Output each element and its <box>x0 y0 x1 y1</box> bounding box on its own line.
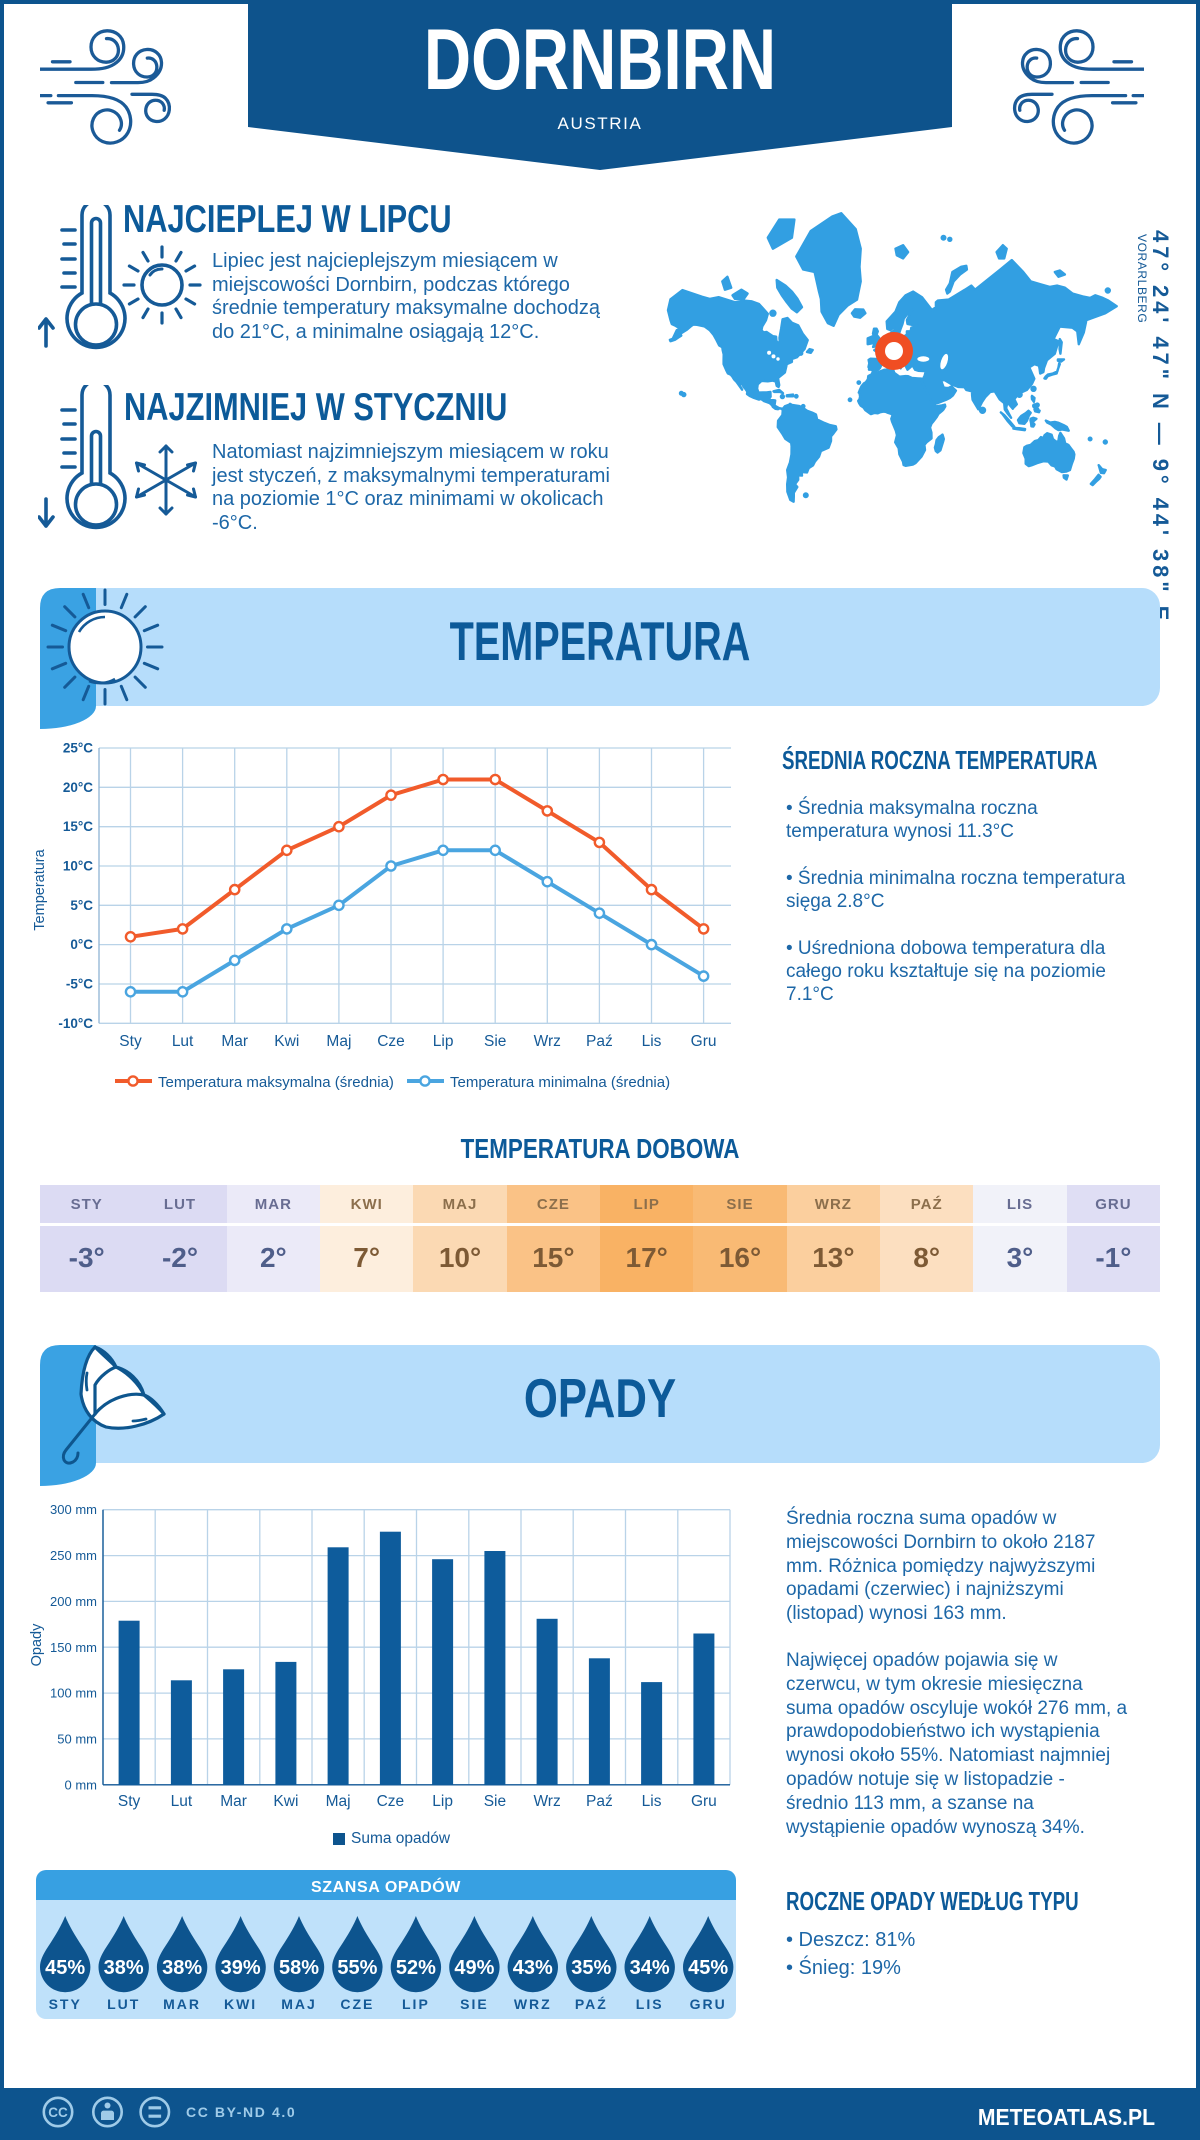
svg-text:52%: 52% <box>396 1957 436 1979</box>
svg-text:43%: 43% <box>513 1957 553 1979</box>
svg-text:Lut: Lut <box>172 1033 194 1050</box>
svg-text:0°C: 0°C <box>70 937 93 952</box>
svg-text:25°C: 25°C <box>63 741 93 756</box>
svg-text:Sie: Sie <box>484 1793 506 1810</box>
svg-text:LUT: LUT <box>107 1996 140 2012</box>
svg-text:Lis: Lis <box>642 1033 662 1050</box>
svg-text:KWI: KWI <box>224 1996 257 2012</box>
svg-text:Temperatura: Temperatura <box>32 848 48 930</box>
svg-text:Lip: Lip <box>433 1033 454 1050</box>
svg-text:35%: 35% <box>571 1957 611 1979</box>
svg-text:50 mm: 50 mm <box>57 1731 97 1746</box>
svg-text:39%: 39% <box>221 1957 261 1979</box>
svg-text:Cze: Cze <box>377 1033 405 1050</box>
svg-text:300 mm: 300 mm <box>50 1502 97 1517</box>
svg-text:Lip: Lip <box>432 1793 453 1810</box>
svg-text:Wrz: Wrz <box>533 1793 560 1810</box>
svg-text:CZE: CZE <box>340 1996 374 2012</box>
svg-text:38%: 38% <box>162 1957 202 1979</box>
svg-text:Maj: Maj <box>326 1033 351 1050</box>
svg-text:STY: STY <box>49 1996 82 2012</box>
svg-text:10°C: 10°C <box>63 859 93 874</box>
svg-text:Lis: Lis <box>642 1793 662 1810</box>
svg-text:Gru: Gru <box>691 1033 717 1050</box>
svg-text:Sty: Sty <box>118 1793 141 1810</box>
svg-text:Opady: Opady <box>29 1623 45 1666</box>
svg-text:Kwi: Kwi <box>274 1033 299 1050</box>
svg-text:Gru: Gru <box>691 1793 717 1810</box>
svg-text:Paź: Paź <box>586 1793 613 1810</box>
svg-text:100 mm: 100 mm <box>50 1686 97 1701</box>
svg-text:34%: 34% <box>630 1957 670 1979</box>
svg-text:Sie: Sie <box>484 1033 506 1050</box>
svg-text:-5°C: -5°C <box>66 977 93 992</box>
svg-text:38%: 38% <box>104 1957 144 1979</box>
svg-text:GRU: GRU <box>690 1996 727 2012</box>
svg-text:LIP: LIP <box>402 1996 430 2012</box>
svg-text:150 mm: 150 mm <box>50 1640 97 1655</box>
svg-text:Cze: Cze <box>377 1793 405 1810</box>
svg-text:Sty: Sty <box>119 1033 142 1050</box>
svg-text:LIS: LIS <box>636 1996 664 2012</box>
svg-text:5°C: 5°C <box>70 898 93 913</box>
svg-text:Kwi: Kwi <box>273 1793 298 1810</box>
svg-text:250 mm: 250 mm <box>50 1548 97 1563</box>
svg-text:0 mm: 0 mm <box>65 1777 98 1792</box>
svg-text:Temperatura minimalna (średnia: Temperatura minimalna (średnia) <box>450 1074 670 1091</box>
svg-text:MAR: MAR <box>163 1996 201 2012</box>
svg-text:WRZ: WRZ <box>514 1996 552 2012</box>
svg-text:Maj: Maj <box>326 1793 351 1810</box>
svg-text:Mar: Mar <box>221 1033 248 1050</box>
svg-text:49%: 49% <box>454 1957 494 1979</box>
svg-text:55%: 55% <box>337 1957 377 1979</box>
svg-text:45%: 45% <box>45 1957 85 1979</box>
svg-text:200 mm: 200 mm <box>50 1594 97 1609</box>
svg-text:20°C: 20°C <box>63 780 93 795</box>
svg-text:Mar: Mar <box>220 1793 247 1810</box>
svg-text:Paź: Paź <box>586 1033 613 1050</box>
svg-text:Lut: Lut <box>171 1793 193 1810</box>
svg-text:Temperatura maksymalna (średni: Temperatura maksymalna (średnia) <box>158 1074 394 1091</box>
svg-text:PAŹ: PAŹ <box>575 1996 608 2012</box>
svg-text:MAJ: MAJ <box>281 1996 317 2012</box>
svg-text:15°C: 15°C <box>63 819 93 834</box>
svg-text:58%: 58% <box>279 1957 319 1979</box>
svg-text:CC: CC <box>48 2105 68 2120</box>
svg-text:SIE: SIE <box>460 1996 489 2012</box>
svg-text:45%: 45% <box>688 1957 728 1979</box>
svg-text:-10°C: -10°C <box>58 1016 93 1031</box>
svg-text:Wrz: Wrz <box>534 1033 561 1050</box>
